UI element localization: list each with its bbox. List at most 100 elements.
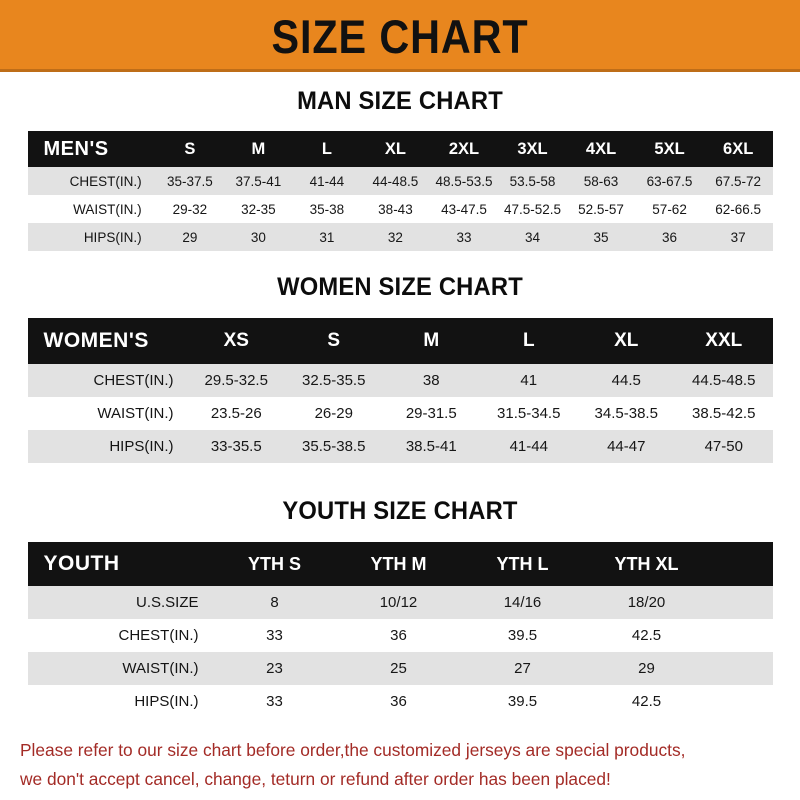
youth-cell: 36	[336, 685, 461, 718]
men-cell: 37.5-41	[224, 167, 293, 195]
men-cell: 38-43	[361, 195, 430, 223]
women-col-header: L	[480, 318, 578, 364]
men-col-header: L	[292, 131, 362, 167]
youth-cell: 10/12	[336, 586, 461, 619]
women-cell: 44-47	[577, 430, 675, 463]
men-row-label-header: MEN'S	[27, 131, 156, 167]
youth-size-chart-section: YOUTH SIZE CHART YOUTH YTH S YTH M YTH L…	[0, 497, 800, 718]
youth-col-header: YTH M	[336, 542, 461, 586]
men-cell: 62-66.5	[703, 195, 773, 223]
men-cell: 53.5-58	[498, 167, 567, 195]
men-cell: 30	[224, 223, 293, 251]
women-cell: 47-50	[675, 430, 773, 463]
page-title: SIZE CHART	[271, 9, 529, 63]
youth-cell-spacer	[708, 685, 773, 718]
men-size-table: MEN'S S M L XL 2XL 3XL 4XL 5XL 6XL CHEST…	[27, 131, 773, 251]
women-size-chart-section: WOMEN SIZE CHART WOMEN'S XS S M L XL XXL…	[0, 273, 800, 463]
youth-cell: 42.5	[584, 619, 709, 652]
youth-row-label: HIPS(IN.)	[27, 685, 213, 718]
page-banner: SIZE CHART	[0, 0, 800, 72]
men-cell: 43-47.5	[429, 195, 499, 223]
women-col-header: S	[285, 318, 383, 364]
men-cell: 35-38	[292, 195, 362, 223]
women-cell: 44.5	[577, 364, 675, 397]
men-cell: 31	[292, 223, 362, 251]
youth-cell: 25	[336, 652, 461, 685]
men-col-header: 4XL	[566, 131, 636, 167]
youth-cell: 36	[336, 619, 461, 652]
women-cell: 23.5-26	[187, 397, 285, 430]
disclaimer-line-2: we don't accept cancel, change, teturn o…	[20, 769, 611, 789]
youth-cell-spacer	[708, 619, 773, 652]
women-col-header: XS	[187, 318, 285, 364]
men-col-header: 5XL	[635, 131, 704, 167]
men-row-label: WAIST(IN.)	[27, 195, 156, 223]
youth-cell: 33	[212, 619, 337, 652]
table-row: U.S.SIZE 8 10/12 14/16 18/20	[27, 586, 773, 619]
table-header-row: YOUTH YTH S YTH M YTH L YTH XL	[27, 542, 773, 586]
women-cell: 32.5-35.5	[285, 364, 383, 397]
table-row: CHEST(IN.) 35-37.5 37.5-41 41-44 44-48.5…	[27, 167, 773, 195]
women-row-label: WAIST(IN.)	[27, 397, 188, 430]
women-row-label: HIPS(IN.)	[27, 430, 188, 463]
women-cell: 38.5-41	[382, 430, 480, 463]
men-col-header: XL	[361, 131, 430, 167]
men-cell: 44-48.5	[361, 167, 430, 195]
women-cell: 34.5-38.5	[577, 397, 675, 430]
men-cell: 57-62	[635, 195, 704, 223]
youth-row-label: WAIST(IN.)	[27, 652, 213, 685]
table-row: CHEST(IN.) 29.5-32.5 32.5-35.5 38 41 44.…	[27, 364, 773, 397]
youth-col-header: YTH S	[212, 542, 337, 586]
youth-section-heading: YOUTH SIZE CHART	[282, 497, 518, 525]
men-section-heading: MAN SIZE CHART	[297, 87, 503, 115]
women-cell: 44.5-48.5	[675, 364, 773, 397]
women-cell: 29-31.5	[382, 397, 480, 430]
women-col-header: XL	[577, 318, 675, 364]
youth-cell-spacer	[708, 652, 773, 685]
women-cell: 33-35.5	[187, 430, 285, 463]
women-cell: 41	[480, 364, 578, 397]
men-col-header: 3XL	[498, 131, 567, 167]
women-cell: 41-44	[480, 430, 578, 463]
table-row: WAIST(IN.) 23 25 27 29	[27, 652, 773, 685]
youth-cell: 18/20	[584, 586, 709, 619]
youth-cell: 8	[212, 586, 337, 619]
men-cell: 29	[155, 223, 225, 251]
men-col-header: S	[155, 131, 225, 167]
disclaimer-line-1: Please refer to our size chart before or…	[20, 740, 686, 760]
men-cell: 34	[498, 223, 567, 251]
table-header-row: MEN'S S M L XL 2XL 3XL 4XL 5XL 6XL	[27, 131, 773, 167]
men-cell: 35-37.5	[155, 167, 225, 195]
youth-cell: 23	[212, 652, 337, 685]
table-row: WAIST(IN.) 29-32 32-35 35-38 38-43 43-47…	[27, 195, 773, 223]
men-cell: 48.5-53.5	[429, 167, 499, 195]
women-cell: 38.5-42.5	[675, 397, 773, 430]
women-cell: 38	[382, 364, 480, 397]
men-cell: 58-63	[566, 167, 636, 195]
men-cell: 35	[566, 223, 636, 251]
men-col-header: 6XL	[703, 131, 773, 167]
men-cell: 41-44	[292, 167, 362, 195]
women-size-table: WOMEN'S XS S M L XL XXL CHEST(IN.) 29.5-…	[27, 318, 773, 463]
youth-cell: 42.5	[584, 685, 709, 718]
men-col-header: 2XL	[429, 131, 499, 167]
table-row: WAIST(IN.) 23.5-26 26-29 29-31.5 31.5-34…	[27, 397, 773, 430]
women-col-header: M	[382, 318, 480, 364]
men-cell: 29-32	[155, 195, 225, 223]
youth-col-header: YTH XL	[584, 542, 709, 586]
youth-row-label: CHEST(IN.)	[27, 619, 213, 652]
youth-header-spacer	[708, 542, 773, 586]
table-row: HIPS(IN.) 29 30 31 32 33 34 35 36 37	[27, 223, 773, 251]
youth-row-label: U.S.SIZE	[27, 586, 213, 619]
men-row-label: CHEST(IN.)	[27, 167, 156, 195]
order-disclaimer: Please refer to our size chart before or…	[20, 736, 772, 794]
men-cell: 33	[429, 223, 499, 251]
table-row: HIPS(IN.) 33 36 39.5 42.5	[27, 685, 773, 718]
women-cell: 35.5-38.5	[285, 430, 383, 463]
men-row-label: HIPS(IN.)	[27, 223, 156, 251]
youth-col-header: YTH L	[460, 542, 585, 586]
women-cell: 29.5-32.5	[187, 364, 285, 397]
men-cell: 52.5-57	[566, 195, 636, 223]
youth-cell-spacer	[708, 586, 773, 619]
women-row-label-header: WOMEN'S	[27, 318, 188, 364]
